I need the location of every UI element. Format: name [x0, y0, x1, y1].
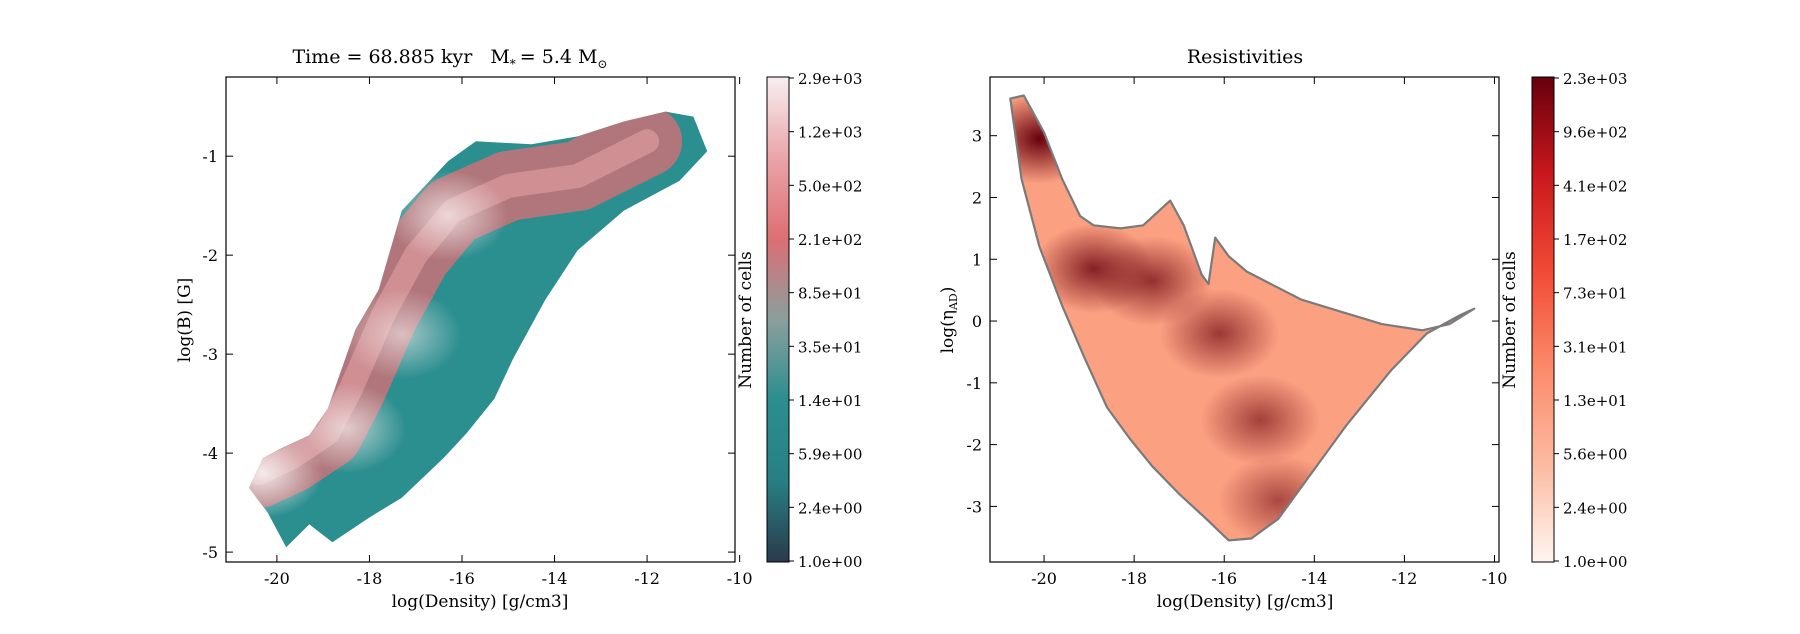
colorbar-tick-label: 1.2e+03 — [798, 124, 862, 142]
right-title: Resistivities — [1187, 46, 1303, 68]
x-tick-label: -14 — [1301, 569, 1327, 588]
right-colorbar-gradient — [1532, 77, 1554, 562]
colorbar-tick-label: 1.0e+00 — [798, 553, 862, 571]
colorbar-tick-label: 1.4e+01 — [798, 392, 862, 410]
y-tick-label: -3 — [966, 497, 982, 516]
colorbar-tick-label: 1.3e+01 — [1563, 392, 1627, 410]
y-tick-label: -2 — [202, 246, 218, 265]
bfield-density-panel: Time = 68.885 kyr M* = 5.4 M⊙ -20 -18 -16 -14… — [175, 46, 753, 612]
colorbar-tick-label: 2.4e+00 — [798, 499, 862, 517]
y-tick-label: 2 — [972, 188, 982, 207]
x-tick-label: -12 — [1392, 569, 1418, 588]
heatmap-hotspot — [1200, 374, 1321, 465]
y-tick-label: -1 — [966, 374, 982, 393]
right-ylabel: log(ηAD) — [938, 287, 960, 354]
heatmap-hotspot — [1010, 95, 1100, 184]
left-colorbar: 1.0e+00 2.4e+00 5.9e+00 1.4e+01 3.5e+01 8.5e+… — [736, 70, 862, 571]
colorbar-tick-label: 2.9e+03 — [798, 70, 862, 88]
colorbar-tick-label: 1.7e+02 — [1563, 231, 1627, 249]
colorbar-tick-label: 2.1e+02 — [798, 231, 862, 249]
heatmap-hotspot — [341, 289, 462, 380]
left-xlabel: log(Density) [g/cm3] — [392, 592, 569, 612]
heatmap-hotspot — [1159, 288, 1280, 379]
right-colorbar-ticks: 1.0e+00 2.4e+00 5.6e+00 1.3e+01 3.1e+01 7.3e+… — [1554, 70, 1627, 571]
x-tick-label: -18 — [1121, 569, 1147, 588]
right-axes-frame — [989, 76, 1500, 563]
x-tick-label: -16 — [1211, 569, 1237, 588]
x-tick-label: -18 — [357, 569, 383, 588]
x-tick-label: -14 — [542, 569, 568, 588]
colorbar-tick-label: 5.9e+00 — [798, 446, 862, 464]
right-colorbar: 1.0e+00 2.4e+00 5.6e+00 1.3e+01 3.1e+01 7.3e+… — [1500, 70, 1627, 571]
heatmap-hotspot — [1218, 455, 1339, 541]
heatmap-hotspot — [249, 427, 324, 518]
colorbar-tick-label: 5.6e+00 — [1563, 446, 1627, 464]
colorbar-tick-label: 1.0e+00 — [1563, 553, 1627, 571]
colorbar-tick-label: 5.0e+02 — [798, 177, 862, 195]
y-tick-label: -2 — [966, 436, 982, 455]
left-colorbar-ticks: 1.0e+00 2.4e+00 5.9e+00 1.4e+01 3.5e+01 8.5e+… — [789, 70, 862, 571]
y-tick-label: -5 — [202, 543, 218, 562]
left-ylabel: log(B) [G] — [175, 278, 195, 363]
x-tick-label: -12 — [634, 569, 660, 588]
left-colorbar-frame — [766, 76, 790, 563]
colorbar-tick-label: 7.3e+01 — [1563, 285, 1627, 303]
x-tick-label: -20 — [1031, 569, 1057, 588]
x-tick-label: -16 — [449, 569, 475, 588]
resistivity-panel: Resistivities -20 -18 -16 -14 -12 -10-3-2-101… — [938, 46, 1507, 612]
heatmap-hotspot — [388, 170, 509, 261]
x-tick-label: -10 — [1482, 569, 1508, 588]
left-ticks: -20 -18 -16 -14 -12 -10 -5 -4 -3 -2 -1 — [202, 77, 753, 588]
left-axes-frame — [225, 76, 736, 563]
right-heatmap — [1009, 94, 1476, 542]
right-colorbar-label: Number of cells — [1500, 251, 1520, 389]
y-tick-label: -3 — [202, 345, 218, 364]
heatmap-hotspot — [286, 383, 407, 474]
right-xlabel: log(Density) [g/cm3] — [1157, 592, 1334, 612]
colorbar-tick-label: 4.1e+02 — [1563, 177, 1627, 195]
y-tick-label: -1 — [202, 147, 218, 166]
colorbar-tick-label: 9.6e+02 — [1563, 124, 1627, 142]
right-colorbar-frame — [1531, 76, 1555, 563]
left-title: Time = 68.885 kyr M* = 5.4 M⊙ — [292, 46, 607, 71]
y-tick-label: 0 — [972, 312, 982, 331]
left-colorbar-label: Number of cells — [736, 251, 756, 389]
x-tick-label: -20 — [264, 569, 290, 588]
y-tick-label: 1 — [972, 250, 982, 269]
colorbar-tick-label: 2.3e+03 — [1563, 70, 1627, 88]
left-heatmap — [249, 111, 708, 548]
colorbar-tick-label: 3.5e+01 — [798, 338, 862, 356]
left-colorbar-gradient — [767, 77, 789, 562]
y-tick-label: 3 — [972, 127, 982, 146]
y-tick-label: -4 — [202, 444, 218, 463]
x-tick-label: -10 — [727, 569, 753, 588]
heatmap-contour — [1009, 94, 1476, 542]
colorbar-tick-label: 8.5e+01 — [798, 285, 862, 303]
colorbar-tick-label: 3.1e+01 — [1563, 338, 1627, 356]
colorbar-tick-label: 2.4e+00 — [1563, 499, 1627, 517]
